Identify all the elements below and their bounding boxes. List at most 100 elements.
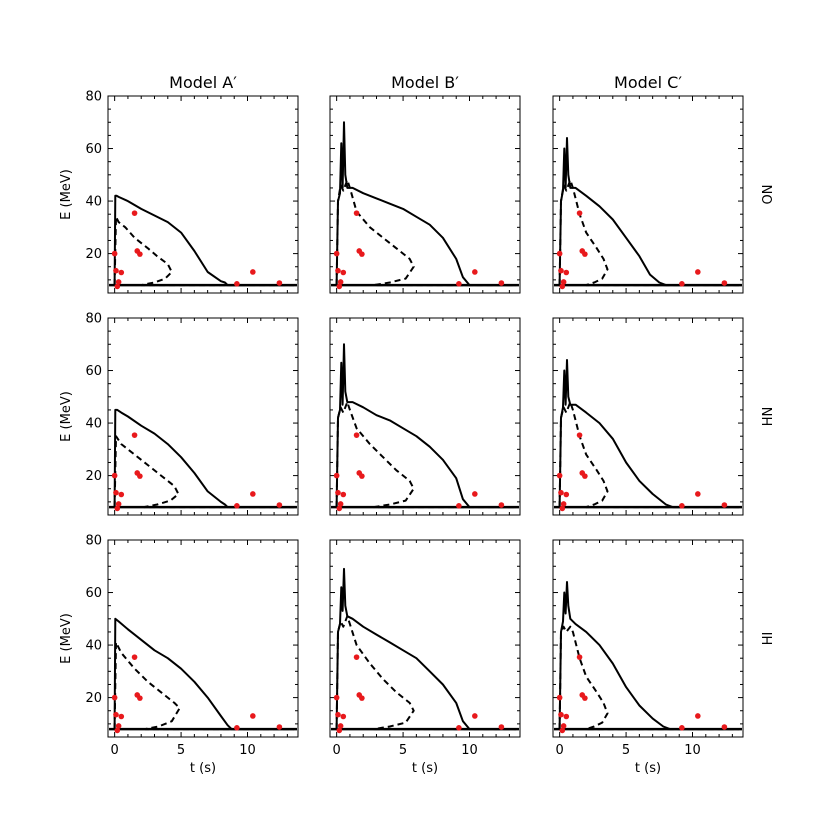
plot-frame <box>107 539 299 738</box>
series-b-nh-upper <box>335 343 517 509</box>
x-tick-label: 0 <box>556 743 564 758</box>
observed-event-point <box>456 503 462 509</box>
observed-event-point <box>456 725 462 731</box>
observed-event-point <box>472 713 478 719</box>
series-b-ih-upper <box>335 567 517 731</box>
observed-event-point <box>111 694 118 701</box>
plot-frame <box>107 95 299 294</box>
y-axis-label: E (MeV) <box>59 613 74 664</box>
x-tick-label: 0 <box>333 743 341 758</box>
observed-event-point <box>336 283 343 290</box>
y-axis-label: E (MeV) <box>59 391 74 442</box>
observed-event-point <box>582 473 588 479</box>
observed-event-point <box>131 210 138 216</box>
observed-event-point <box>563 269 570 276</box>
observed-event-point <box>582 251 588 257</box>
series-a-ih-upper <box>113 617 295 731</box>
observed-event-point <box>353 432 360 438</box>
series-b-no-upper <box>335 121 517 287</box>
observed-event-point <box>472 269 478 275</box>
observed-event-point <box>115 279 122 285</box>
y-tick-label: 40 <box>85 639 102 654</box>
observed-event-point <box>335 489 341 496</box>
observed-event-point <box>558 489 564 496</box>
panel-model-a-nh: 20 40 60 80 E (MeV) <box>59 312 299 516</box>
observed-event-point <box>111 250 118 257</box>
x-axis-label: t (s) <box>635 761 661 776</box>
observed-event-point <box>333 250 340 257</box>
y-tick-label: 40 <box>85 195 102 210</box>
observed-event-point <box>337 723 344 729</box>
observed-event-point <box>250 491 256 497</box>
series-a-nh-lower <box>113 435 294 509</box>
y-axis-label: E (MeV) <box>59 169 74 220</box>
x-tick-label: 10 <box>461 743 478 758</box>
series-c-ih-upper <box>558 581 740 731</box>
observed-event-point <box>114 283 121 290</box>
observed-event-point <box>114 727 121 734</box>
observed-event-point <box>576 432 583 438</box>
observed-event-point <box>234 281 240 287</box>
panel-model-b-ih: 0 5 10 t (s) <box>329 539 521 776</box>
plot-frame <box>552 539 744 738</box>
observed-event-point <box>353 210 360 216</box>
observed-event-point <box>721 502 728 508</box>
observed-event-point <box>131 654 138 660</box>
series-c-nh-upper <box>558 359 740 509</box>
series-a-no-upper <box>113 194 295 287</box>
panel-model-c-nh: NH <box>552 317 773 516</box>
plot-frame <box>329 317 521 516</box>
y-tick-label: 20 <box>85 247 102 262</box>
observed-event-point <box>695 269 701 275</box>
observed-event-point <box>276 724 283 730</box>
observed-event-point <box>498 724 505 730</box>
observed-event-point <box>340 269 347 276</box>
observed-event-point <box>721 280 728 286</box>
panel-model-c-no: NO <box>552 95 773 294</box>
observed-event-point <box>113 489 119 496</box>
observed-event-point <box>250 269 256 275</box>
observed-event-point <box>250 713 256 719</box>
observed-event-point <box>359 695 365 701</box>
observed-event-point <box>333 472 340 479</box>
observed-event-point <box>558 711 564 718</box>
y-tick-label: 80 <box>85 312 102 327</box>
observed-event-point <box>679 281 685 287</box>
column-title-model-b: Model B′ <box>391 73 459 92</box>
series-c-ih-lower <box>558 625 739 731</box>
observed-event-point <box>234 725 240 731</box>
observed-event-point <box>340 491 347 498</box>
observed-event-point <box>137 251 143 257</box>
column-title-model-c: Model C′ <box>614 73 682 92</box>
observed-event-point <box>498 280 505 286</box>
observed-event-point <box>582 695 588 701</box>
x-axis-label: t (s) <box>190 761 216 776</box>
observed-event-point <box>359 251 365 257</box>
x-tick-label: 5 <box>177 743 185 758</box>
panel-model-b-nh <box>329 317 521 516</box>
figure-layer: Model A′ Model B′ Model C′ 20 40 60 80 E (MeV) N… <box>59 73 773 776</box>
x-tick-label: 5 <box>399 743 407 758</box>
panel-model-c-ih: 0 5 10 t (s) IH <box>552 539 773 776</box>
observed-event-point <box>498 502 505 508</box>
observed-event-point <box>336 505 343 512</box>
y-tick-label: 20 <box>85 469 102 484</box>
x-tick-label: 10 <box>239 743 256 758</box>
observed-event-point <box>695 713 701 719</box>
plot-frame <box>329 95 521 294</box>
observed-event-point <box>114 505 121 512</box>
observed-event-point <box>576 210 583 216</box>
observed-event-point <box>118 491 125 498</box>
observed-event-point <box>234 503 240 509</box>
observed-event-point <box>559 727 566 734</box>
panel-model-a-no: 20 40 60 80 E (MeV) <box>59 90 299 294</box>
observed-event-point <box>337 501 344 507</box>
observed-event-point <box>111 472 118 479</box>
observed-event-point <box>359 473 365 479</box>
observed-event-point <box>337 279 344 285</box>
series-b-no-lower <box>335 179 516 287</box>
series-a-nh-upper <box>113 408 295 509</box>
observed-event-point <box>563 491 570 498</box>
observed-event-point <box>113 711 119 718</box>
